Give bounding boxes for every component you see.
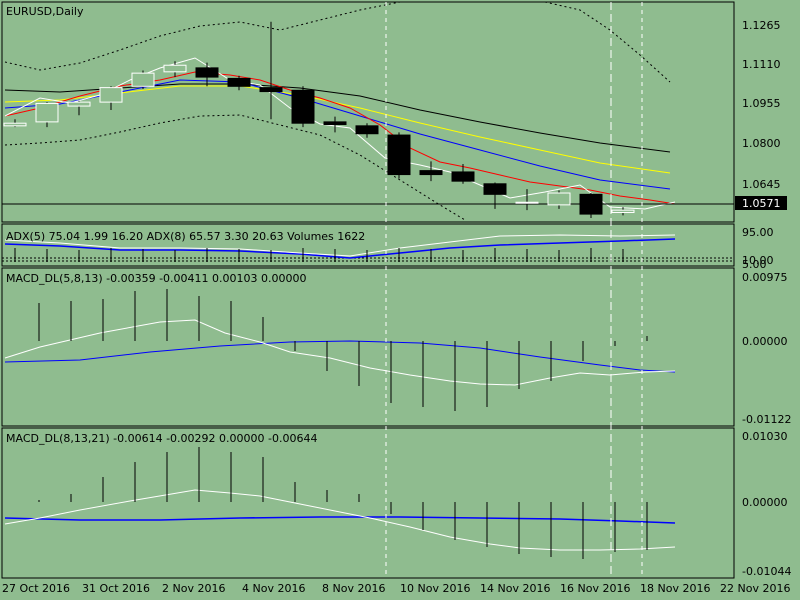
bull-candle — [3, 122, 27, 127]
macd2-main-line-white — [4, 489, 676, 551]
price-tick-label: 1.0645 — [742, 178, 781, 191]
date-label: 14 Nov 2016 — [480, 582, 550, 595]
envelope-lower-line — [4, 114, 466, 221]
macd2-axis-zero: 0.00000 — [742, 496, 788, 509]
date-label: 8 Nov 2016 — [322, 582, 385, 595]
macd2-axis-top: 0.01030 — [742, 430, 788, 443]
bull-candle — [67, 101, 91, 107]
bear-candle — [259, 87, 283, 93]
price-tick-label: 1.0955 — [742, 97, 781, 110]
bear-candle — [387, 134, 411, 176]
macd2-signal-line-blue — [4, 516, 676, 524]
price-axis: 1.1265 1.1110 1.0955 1.0800 1.0645 1.057… — [735, 19, 787, 210]
volume-bars — [14, 248, 624, 262]
date-label: 4 Nov 2016 — [242, 582, 305, 595]
macd1-histogram — [38, 289, 648, 411]
bear-candle — [579, 193, 603, 215]
bull-candle — [163, 64, 187, 73]
date-label: 31 Oct 2016 — [82, 582, 150, 595]
macd1-title: MACD_DL(5,8,13) -0.00359 -0.00411 0.0010… — [6, 272, 307, 285]
macd1-pane[interactable] — [1, 267, 735, 427]
adx-white-line — [4, 234, 676, 257]
macd1-axis-zero: 0.00000 — [742, 335, 788, 348]
bull-candle — [131, 72, 155, 87]
macd1-axis-bottom: -0.01122 — [742, 413, 791, 426]
bull-candle — [99, 87, 123, 103]
current-price-box — [735, 196, 787, 210]
macd2-axis-bottom: -0.01044 — [742, 565, 791, 578]
current-price-label: 1.0571 — [742, 197, 781, 210]
indicator-axes: 95.00 10.00 5.00 0.00975 0.00000 -0.0112… — [742, 226, 791, 578]
adx-axis-low: 5.00 — [742, 258, 767, 271]
macd1-signal-line-blue — [4, 340, 676, 373]
adx-pane[interactable] — [1, 223, 735, 267]
date-label: 22 Nov 2016 — [720, 582, 790, 595]
date-label: 10 Nov 2016 — [400, 582, 470, 595]
adx-axis-top: 95.00 — [742, 226, 774, 239]
macd1-axis-top: 0.00975 — [742, 271, 788, 284]
price-tick-label: 1.1265 — [742, 19, 781, 32]
envelope-upper-line-right — [544, 1, 671, 83]
symbol-label: EURUSD,Daily — [6, 5, 84, 18]
macd1-lines — [4, 289, 676, 411]
date-label: 27 Oct 2016 — [2, 582, 70, 595]
bull-candle — [611, 209, 635, 214]
bear-candle — [291, 89, 315, 124]
date-label: 2 Nov 2016 — [162, 582, 225, 595]
macd2-histogram — [38, 447, 648, 559]
date-axis: 27 Oct 2016 31 Oct 2016 2 Nov 2016 4 Nov… — [2, 582, 790, 595]
close-line-white — [4, 57, 676, 210]
adx-lines — [2, 234, 734, 262]
price-tick-label: 1.1110 — [742, 58, 781, 71]
bear-candle — [195, 67, 219, 78]
bull-candle — [547, 192, 571, 206]
macd2-title: MACD_DL(8,13,21) -0.00614 -0.00292 0.000… — [6, 432, 318, 445]
bull-candle — [35, 102, 59, 123]
price-tick-label: 1.0800 — [742, 137, 781, 150]
bear-candle — [419, 170, 443, 176]
macd2-pane[interactable] — [1, 427, 735, 579]
main-pane-overlays — [2, 1, 734, 221]
adx-main-line-blue — [4, 238, 676, 259]
vertical-markers — [385, 2, 643, 578]
bear-candle — [323, 121, 347, 126]
bear-candle — [451, 171, 475, 182]
adx-title: ADX(5) 75.04 1.99 16.20 ADX(8) 65.57 3.3… — [6, 230, 365, 243]
bear-candle — [355, 125, 379, 135]
date-label: 18 Nov 2016 — [640, 582, 710, 595]
candles-group — [3, 21, 635, 219]
bull-candle — [515, 201, 539, 204]
bear-candle — [483, 183, 507, 195]
macd2-lines — [4, 447, 676, 559]
adx-axis-mid: 10.00 — [742, 254, 774, 267]
macd1-main-line-white — [4, 319, 676, 386]
bear-candle — [227, 77, 251, 87]
main-pane[interactable] — [1, 1, 735, 223]
date-label: 16 Nov 2016 — [560, 582, 630, 595]
